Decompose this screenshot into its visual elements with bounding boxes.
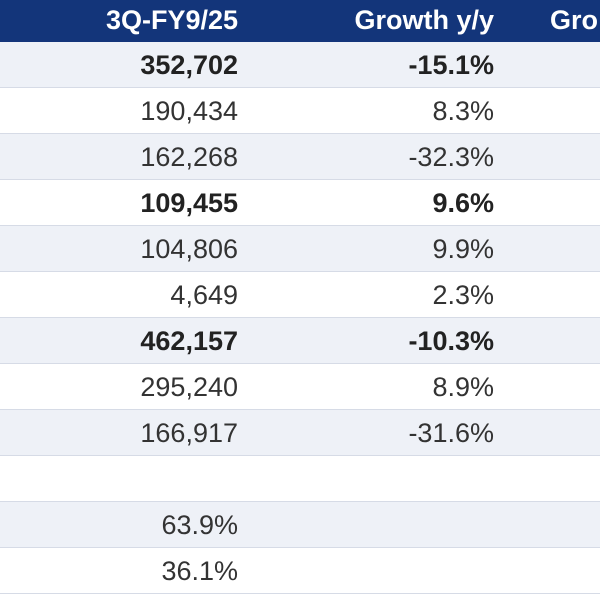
growth-cell: 9.9%	[432, 234, 494, 264]
value-cell: 162,268	[140, 142, 238, 172]
value-cell: 352,702	[140, 50, 238, 80]
growth-cell: 8.9%	[432, 372, 494, 402]
value-cell: 109,455	[140, 188, 238, 218]
header-gro-truncated: Gro	[550, 5, 599, 35]
table-header: 3Q-FY9/25 Growth y/y Gro	[0, 0, 600, 42]
growth-cell: -32.3%	[408, 142, 494, 172]
value-cell: 104,806	[140, 234, 238, 264]
table-row: 162,268 -32.3%	[0, 134, 600, 180]
growth-cell: -10.3%	[408, 326, 494, 356]
value-cell: 4,649	[170, 280, 238, 310]
growth-cell: 9.6%	[432, 188, 494, 218]
table-row: 109,455 9.6%	[0, 180, 600, 226]
growth-cell: 2.3%	[432, 280, 494, 310]
value-cell: 63.9%	[161, 510, 238, 540]
table-row: 352,702 -15.1%	[0, 42, 600, 88]
value-cell: 166,917	[140, 418, 238, 448]
table-row: 4,649 2.3%	[0, 272, 600, 318]
table-row: 295,240 8.9%	[0, 364, 600, 410]
table-row: 104,806 9.9%	[0, 226, 600, 272]
value-cell: 462,157	[140, 326, 238, 356]
growth-cell: 8.3%	[432, 96, 494, 126]
table-row: 63.9%	[0, 502, 600, 548]
header-growth-yy: Growth y/y	[354, 5, 494, 35]
table-row: 36.1%	[0, 548, 600, 594]
growth-cell: -15.1%	[408, 50, 494, 80]
table-row: 166,917 -31.6%	[0, 410, 600, 456]
growth-cell: -31.6%	[408, 418, 494, 448]
table-row	[0, 456, 600, 502]
table-row: 190,434 8.3%	[0, 88, 600, 134]
value-cell: 295,240	[140, 372, 238, 402]
value-cell: 36.1%	[161, 556, 238, 586]
table-row: 462,157 -10.3%	[0, 318, 600, 364]
header-3q-fy9-25: 3Q-FY9/25	[105, 5, 238, 35]
value-cell: 190,434	[140, 96, 238, 126]
